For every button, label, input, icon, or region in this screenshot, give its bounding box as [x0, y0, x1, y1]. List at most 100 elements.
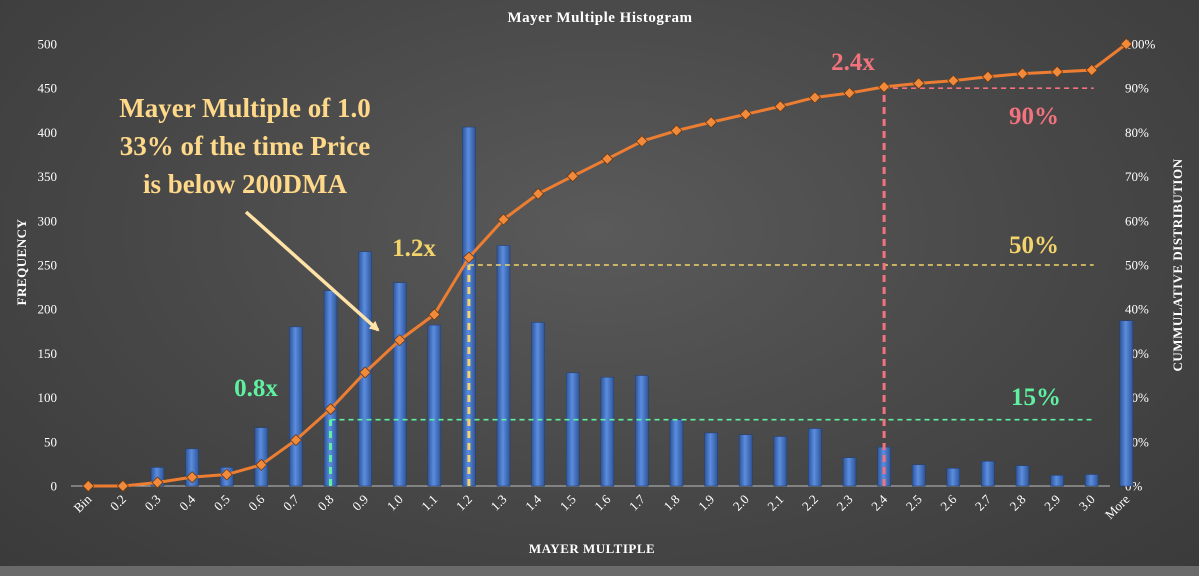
- cumulative-point: [116, 479, 129, 493]
- frequency-bars: [150, 126, 1134, 487]
- cumulative-line: [82, 37, 1133, 493]
- y2-tick-label: 60%: [1125, 213, 1149, 228]
- x-tick-label: 0.8: [315, 492, 337, 514]
- y2-tick-label: 80%: [1125, 125, 1149, 140]
- cumulative-point: [878, 80, 891, 93]
- y-tick-label: 400: [38, 125, 58, 140]
- y2-tick-label: 70%: [1125, 169, 1149, 184]
- y-tick-label: 0: [51, 479, 58, 494]
- cumulative-point: [220, 468, 233, 481]
- bar: [635, 375, 649, 487]
- label-50-pct: 50%: [1009, 232, 1059, 259]
- y-tick-label: 50: [44, 434, 57, 449]
- x-tick-label: 2.6: [937, 491, 959, 513]
- x-tick-label: 2.7: [972, 491, 994, 513]
- bar: [738, 434, 753, 487]
- cumulative-point: [705, 116, 718, 129]
- bar: [808, 428, 822, 487]
- x-tick-label: 1.2: [453, 492, 475, 514]
- cumulative-point: [1085, 64, 1098, 77]
- cumulative-point: [912, 77, 925, 90]
- x-tick-label: 0.6: [245, 491, 267, 513]
- x-tick-label: 2.9: [1041, 492, 1063, 514]
- cumulative-point: [774, 100, 787, 113]
- label-90-pct: 90%: [1009, 103, 1059, 130]
- bar: [1119, 320, 1134, 487]
- y-tick-label: 150: [38, 346, 58, 361]
- cumulative-point: [808, 91, 821, 104]
- bar: [842, 457, 857, 487]
- x-tick-label: More: [1102, 491, 1133, 522]
- x-tick-label: 1.5: [557, 492, 579, 514]
- bar: [946, 468, 961, 487]
- x-axis-title: MAYER MULTIPLE: [529, 541, 655, 556]
- cumulative-point: [601, 152, 614, 165]
- bar: [600, 377, 615, 487]
- bar: [392, 282, 407, 487]
- bar: [773, 436, 788, 487]
- bar: [1084, 474, 1099, 487]
- x-tick-label: 1.1: [418, 492, 440, 514]
- cumulative-point: [532, 187, 545, 200]
- x-tick-label: 2.4: [868, 491, 890, 513]
- y-tick-label: 100: [38, 390, 58, 405]
- label-15-pct: 15%: [1011, 384, 1061, 411]
- bottom-strip: [0, 566, 1199, 576]
- x-tick-label: 2.8: [1007, 492, 1029, 514]
- marker-annotations: 0.8x 1.2x 2.4x 15% 50% 90%: [234, 49, 1061, 411]
- cumulative-point: [843, 86, 856, 100]
- cumulative-point: [255, 458, 268, 471]
- x-tick-label: 3.0: [1076, 492, 1098, 514]
- cumulative-point: [324, 403, 337, 416]
- bar: [981, 460, 995, 487]
- callout-arrow: [244, 210, 380, 332]
- cumulative-point: [566, 170, 579, 183]
- cumulative-point: [151, 476, 164, 489]
- x-axis-ticks: Bin 0.2 0.3 0.4 0.5 0.6 0.7 0.8 0.9 1.0 1.1 1.2 1.3 1…: [71, 491, 1133, 522]
- bar: [289, 326, 303, 487]
- cumulative-point: [186, 471, 199, 484]
- cumulative-point: [947, 74, 960, 87]
- y-tick-label: 300: [38, 213, 58, 228]
- x-tick-label: 1.8: [661, 492, 683, 514]
- x-tick-label: 0.2: [107, 492, 129, 514]
- label-0-8x: 0.8x: [234, 375, 278, 402]
- x-tick-label: 1.3: [488, 492, 510, 514]
- bar: [911, 464, 926, 487]
- x-tick-label: 2.5: [903, 492, 925, 514]
- bar: [565, 372, 580, 487]
- x-tick-label: 2.1: [764, 492, 786, 514]
- label-1-2x: 1.2x: [392, 235, 436, 262]
- chart-title: Mayer Multiple Histogram: [507, 10, 692, 26]
- left-axis-ticks: 0 50 100 150 200 250 300 350 400 450 500: [38, 37, 58, 494]
- cumulative-point: [739, 108, 752, 121]
- cumulative-point: [1016, 67, 1029, 80]
- bar: [1015, 465, 1030, 487]
- bar: [496, 245, 511, 487]
- label-2-4x: 2.4x: [831, 49, 875, 76]
- x-tick-label: 1.6: [591, 491, 613, 513]
- x-tick-label: 2.3: [834, 492, 856, 514]
- cumulative-point: [1051, 65, 1064, 78]
- callout-line-3: is below 200DMA: [143, 169, 347, 199]
- cumulative-point: [289, 433, 302, 447]
- cumulative-point: [635, 135, 648, 148]
- bar: [531, 322, 545, 487]
- x-tick-label: 1.0: [384, 492, 406, 514]
- y2-tick-label: 40%: [1125, 302, 1149, 317]
- callout-annotation: Mayer Multiple of 1.0 33% of the time Pr…: [119, 93, 380, 332]
- cumulative-point: [462, 251, 475, 264]
- x-tick-label: 2.0: [730, 492, 752, 514]
- cumulative-point: [393, 334, 406, 347]
- x-tick-label: 0.7: [280, 491, 302, 513]
- x-tick-label: 1.9: [695, 492, 717, 514]
- cumulative-point: [670, 124, 683, 137]
- y2-tick-label: 100%: [1125, 37, 1156, 52]
- cumulative-point: [428, 308, 441, 321]
- y-tick-label: 200: [38, 302, 58, 317]
- bar: [427, 324, 442, 487]
- reference-lines: [329, 87, 1094, 486]
- cumulative-point: [497, 213, 510, 226]
- y2-tick-label: 50%: [1125, 258, 1149, 273]
